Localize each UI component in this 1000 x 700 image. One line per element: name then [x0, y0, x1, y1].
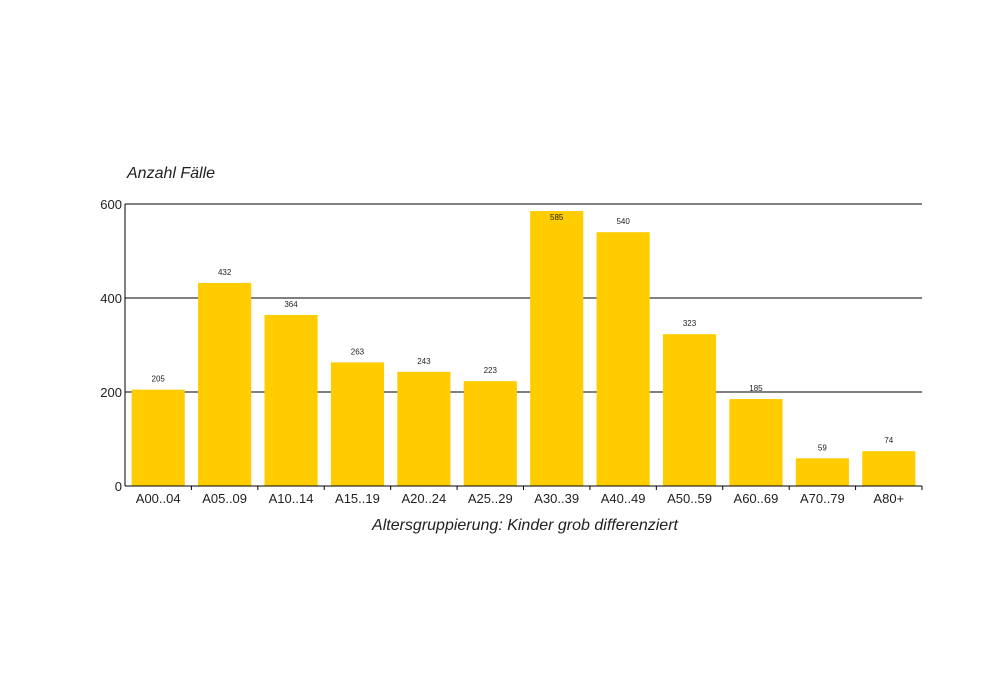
x-tick-label: A80+ [873, 491, 904, 506]
bar-A70..79 [795, 458, 849, 486]
x-tick-label: A00..04 [136, 491, 181, 506]
bar-A15..19 [330, 362, 385, 486]
bar-value-label: 205 [152, 375, 166, 384]
x-tick-label: A70..79 [800, 491, 845, 506]
x-tick-label: A50..59 [667, 491, 712, 506]
bar-A00..04 [131, 389, 185, 486]
bar-A80+ [862, 451, 916, 486]
bar-value-label: 74 [884, 436, 893, 445]
bar-A40..49 [596, 232, 650, 486]
x-tick-label: A25..29 [468, 491, 513, 506]
x-tick-label: A05..09 [202, 491, 247, 506]
bar-A25..29 [463, 381, 517, 486]
bar-A20..24 [397, 371, 451, 486]
y-tick-label: 400 [100, 291, 122, 306]
bar-A05..09 [198, 282, 252, 486]
bar-value-label: 185 [749, 384, 763, 393]
y-tick-label: 0 [115, 479, 122, 494]
bar-value-label: 243 [417, 357, 431, 366]
bar-value-label: 585 [550, 213, 564, 222]
y-tick-label: 600 [100, 197, 122, 212]
bar-value-label: 364 [284, 300, 298, 309]
x-tick-label: A40..49 [601, 491, 646, 506]
bar-value-label: 432 [218, 268, 232, 277]
gridlines [125, 203, 922, 393]
x-tick-label: A15..19 [335, 491, 380, 506]
x-tick-label: A30..39 [534, 491, 579, 506]
bar-value-label: 263 [351, 347, 365, 356]
bar-A30..39 [530, 211, 584, 487]
x-tick-label: A10..14 [269, 491, 314, 506]
bar-value-label: 223 [484, 366, 498, 375]
x-axis-title: Altersgruppierung: Kinder grob differenz… [371, 517, 679, 534]
bar-value-label: 540 [616, 217, 630, 226]
axes [124, 204, 923, 490]
x-tick-label: A20..24 [401, 491, 446, 506]
y-axis-title: Anzahl Fälle [126, 165, 215, 182]
bar-A50..59 [662, 334, 717, 486]
labels: 0 200 400 600 205 A00..04 432 A05..09 364 A10..14… [100, 197, 904, 506]
bar-value-label: 59 [818, 443, 827, 452]
bar-A10..14 [264, 314, 318, 486]
bars [131, 211, 916, 487]
x-tick-label: A60..69 [734, 491, 779, 506]
y-tick-label: 200 [100, 385, 122, 400]
bar-A60..69 [729, 399, 783, 486]
bar-value-label: 323 [683, 319, 697, 328]
